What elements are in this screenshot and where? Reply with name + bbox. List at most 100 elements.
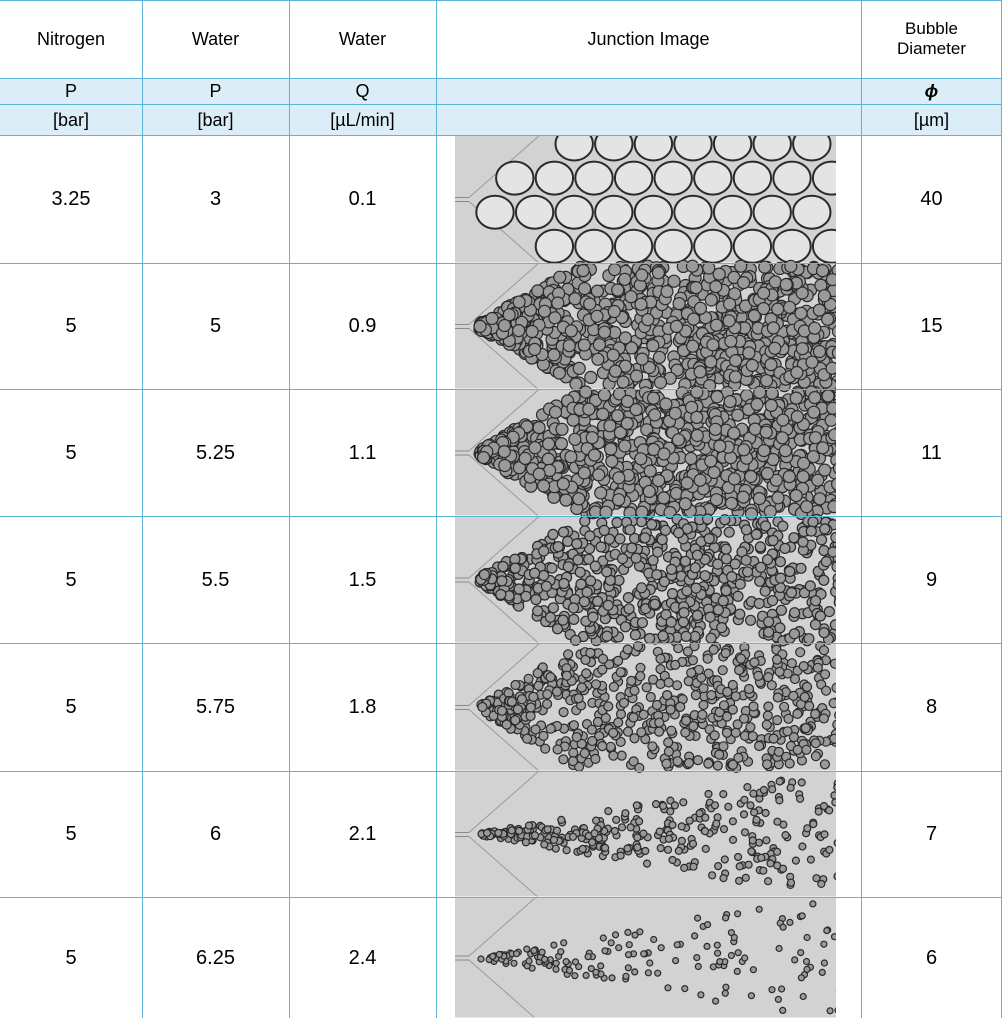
- divider: [0, 263, 1002, 264]
- header-junction-image: Junction Image: [436, 0, 861, 78]
- cell-text: 9: [925, 568, 938, 591]
- cell-diameter: 8: [861, 644, 1002, 771]
- cell-water-q: 1.1: [289, 390, 436, 516]
- unit-water-q: [µL/min]: [289, 105, 436, 135]
- cell-water-p: 3: [142, 136, 289, 263]
- cell-text: 5.75: [196, 696, 235, 718]
- cell-text: 5: [65, 315, 77, 337]
- cell-text: 8: [925, 696, 938, 718]
- cell-text: 6: [209, 823, 222, 845]
- cell-water-q: 1.5: [289, 517, 436, 643]
- unit-water-p: [bar]: [142, 105, 289, 135]
- junction-image: [455, 136, 836, 1018]
- symbol-water-p: P: [142, 79, 289, 104]
- header-water-p-label: Water: [191, 28, 240, 49]
- divider: [142, 0, 143, 1018]
- symbol-nitrogen: P: [0, 79, 142, 104]
- divider: [0, 78, 1002, 79]
- header-nitrogen-label: Nitrogen: [36, 28, 106, 49]
- symbol-junction: [436, 79, 861, 104]
- unit-nitrogen: [bar]: [0, 105, 142, 135]
- cell-text: 5: [65, 823, 77, 845]
- header-water-p: Water: [142, 0, 289, 78]
- unit-water-p-text: [bar]: [197, 109, 234, 130]
- divider: [0, 771, 1002, 772]
- cell-text: 1.8: [348, 696, 377, 718]
- header-bubble-line1: Bubble: [905, 19, 958, 38]
- cell-text: 5: [209, 315, 222, 337]
- cell-diameter: 15: [861, 264, 1002, 389]
- cell-water-p: 5: [142, 264, 289, 389]
- header-junction-label: Junction Image: [587, 28, 710, 49]
- cell-text: 0.9: [348, 315, 377, 337]
- cell-water-q: 1.8: [289, 644, 436, 771]
- cell-text: 1.1: [348, 441, 377, 464]
- cell-text: 40: [920, 188, 943, 210]
- cell-nitrogen-p: 5: [0, 898, 142, 1018]
- cell-diameter: 6: [861, 898, 1002, 1018]
- header-bubble-line2: Diameter: [897, 39, 966, 58]
- cell-water-p: 6.25: [142, 898, 289, 1018]
- symbol-nitrogen-text: P: [64, 81, 77, 101]
- cell-text: 7: [925, 823, 938, 845]
- unit-nitrogen-text: [bar]: [52, 109, 90, 130]
- unit-bubble: [µm]: [861, 105, 1002, 135]
- cell-nitrogen-p: 5: [0, 517, 142, 643]
- cell-water-p: 5.25: [142, 390, 289, 516]
- cell-text: 5: [65, 946, 77, 969]
- cell-text: 11: [921, 441, 942, 464]
- divider: [289, 0, 290, 1018]
- cell-diameter: 40: [861, 136, 1002, 263]
- cell-text: 15: [920, 315, 943, 337]
- cell-water-q: 0.9: [289, 264, 436, 389]
- cell-text: 5: [65, 441, 77, 464]
- divider: [0, 0, 1002, 1]
- cell-text: 5: [65, 696, 77, 718]
- unit-water-q-text: [µL/min]: [330, 109, 395, 130]
- divider: [0, 516, 1002, 517]
- header-water-q-label: Water: [338, 28, 387, 49]
- divider: [0, 135, 1002, 136]
- cell-text: 5.25: [196, 441, 235, 464]
- cell-water-q: 2.1: [289, 772, 436, 897]
- cell-text: 0.1: [348, 188, 377, 210]
- cell-text: 2.1: [348, 823, 377, 845]
- header-nitrogen: Nitrogen: [0, 0, 142, 78]
- symbol-bubble-text: ϕ: [924, 81, 939, 101]
- cell-water-p: 5.75: [142, 644, 289, 771]
- cell-diameter: 9: [861, 517, 1002, 643]
- cell-text: 5: [65, 568, 77, 591]
- cell-diameter: 11: [861, 390, 1002, 516]
- cell-water-q: 0.1: [289, 136, 436, 263]
- cell-nitrogen-p: 5: [0, 772, 142, 897]
- cell-nitrogen-p: 5: [0, 390, 142, 516]
- cell-text: 3: [209, 188, 222, 210]
- cell-nitrogen-p: 3.25: [0, 136, 142, 263]
- cell-water-q: 2.4: [289, 898, 436, 1018]
- cell-diameter: 7: [861, 772, 1002, 897]
- cell-text: 6: [925, 946, 938, 969]
- header-bubble-diameter: Bubble Diameter: [861, 0, 1002, 78]
- symbol-water-p-text: P: [209, 81, 222, 101]
- divider: [0, 643, 1002, 644]
- cell-text: 2.4: [348, 946, 377, 969]
- header-water-q: Water: [289, 0, 436, 78]
- cell-water-p: 5.5: [142, 517, 289, 643]
- cell-text: 6.25: [196, 946, 235, 969]
- unit-bubble-text: [µm]: [913, 109, 950, 130]
- symbol-bubble: ϕ: [861, 79, 1002, 104]
- unit-junction: [436, 105, 861, 135]
- divider: [0, 389, 1002, 390]
- microfluidic-junction-icon: [455, 136, 836, 1018]
- cell-text: 3.25: [51, 188, 91, 210]
- cell-nitrogen-p: 5: [0, 644, 142, 771]
- cell-water-p: 6: [142, 772, 289, 897]
- cell-text: 5.5: [201, 568, 230, 591]
- divider: [436, 0, 437, 1018]
- divider: [0, 897, 1002, 898]
- cell-text: 1.5: [348, 568, 377, 591]
- divider: [0, 104, 1002, 105]
- symbol-water-q: Q: [289, 79, 436, 104]
- symbol-water-q-text: Q: [355, 81, 370, 101]
